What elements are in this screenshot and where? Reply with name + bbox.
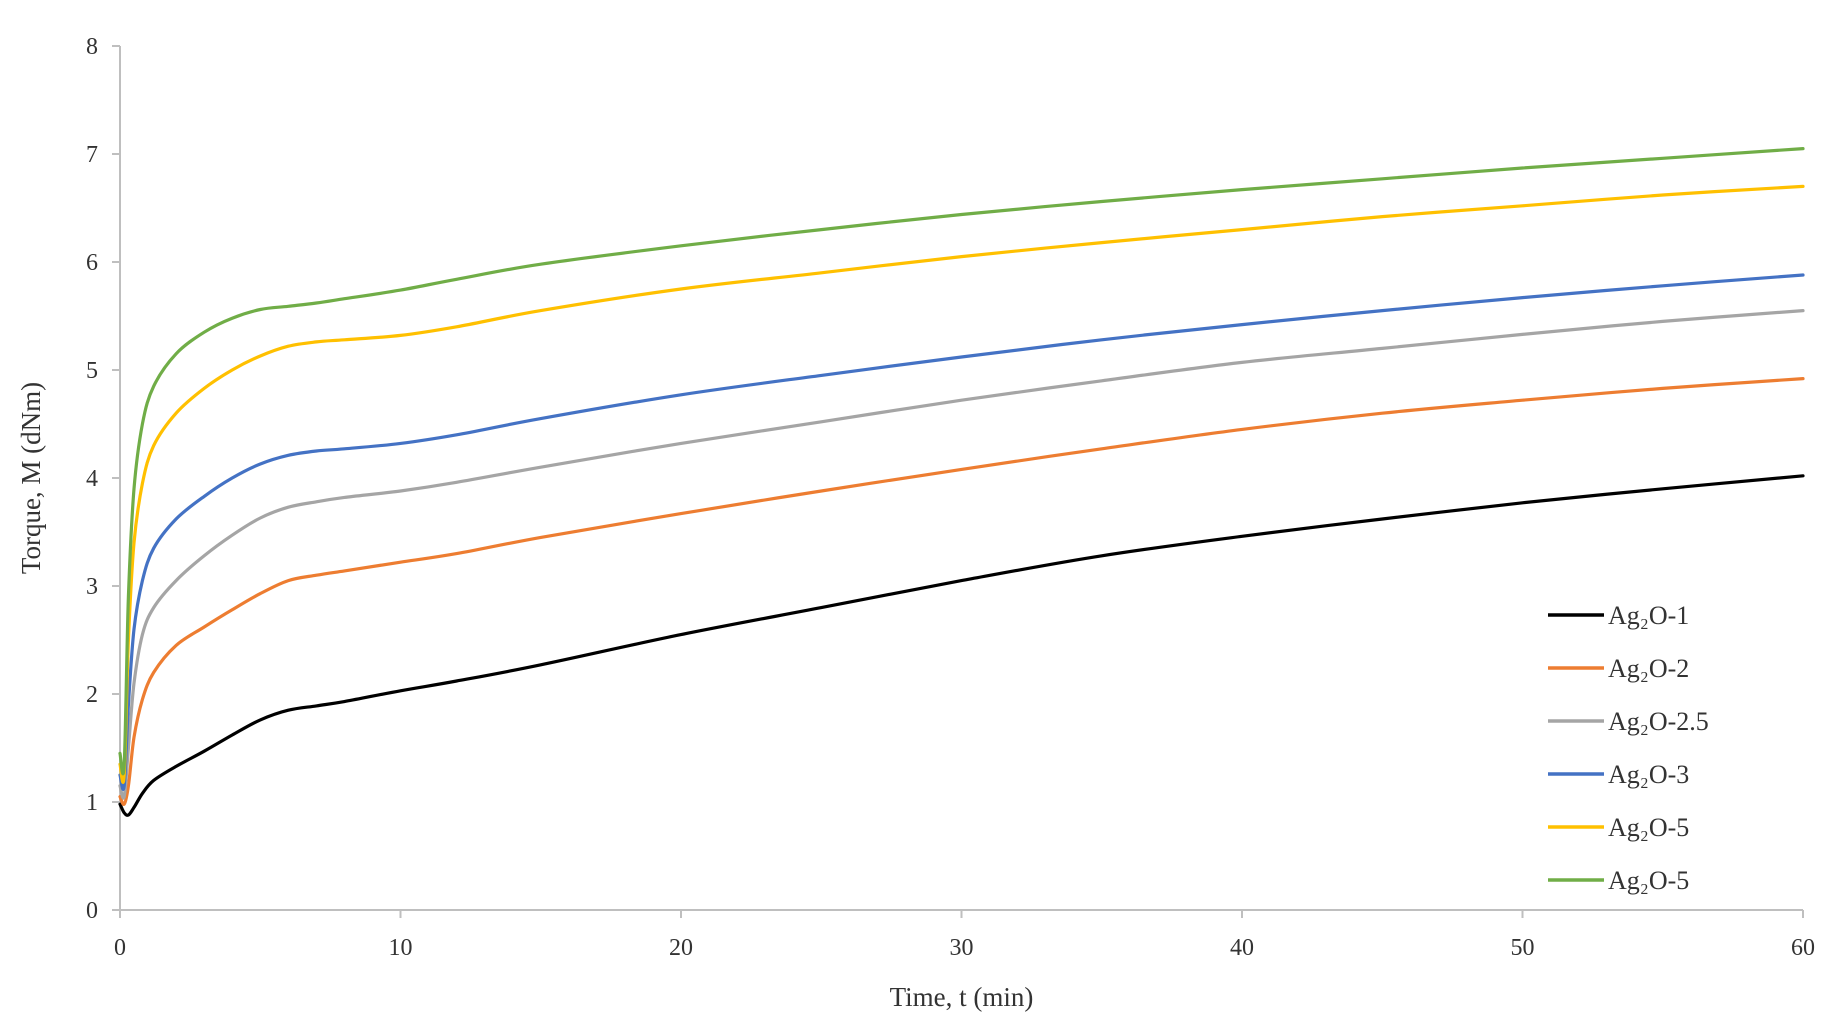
y-tick-label: 8	[86, 34, 98, 60]
legend: Ag₂O-1 Ag₂O-2 Ag₂O-2.5 Ag₂O-3 Ag₂O-5 Ag₂O-5	[1548, 601, 1709, 895]
series-line-2	[118, 377, 1805, 807]
x-axis-title: Time, t (min)	[890, 982, 1034, 1012]
series-layer	[118, 147, 1805, 817]
y-axis-title: Torque, M (dNm)	[16, 382, 46, 574]
series-line-3	[118, 309, 1805, 800]
series-line-1	[118, 474, 1805, 817]
legend-label-6: Ag₂O-5	[1608, 866, 1689, 895]
x-tick-label: 60	[1791, 935, 1815, 961]
y-tick-label: 2	[86, 682, 98, 708]
legend-label-4: Ag₂O-3	[1608, 760, 1689, 789]
x-tick-label: 20	[669, 935, 693, 961]
axes-layer	[119, 46, 1803, 911]
y-tick-label: 5	[86, 358, 98, 384]
x-tick-label: 30	[950, 935, 974, 961]
y-tick-label: 4	[86, 466, 98, 492]
legend-label-3: Ag₂O-2.5	[1608, 707, 1709, 736]
ticks-layer: 0 1 2 3 4 5 6 7 8 0 10 20 30 40 50 60	[86, 34, 1815, 961]
series-line-5	[118, 184, 1805, 784]
y-tick-label: 1	[86, 790, 98, 816]
legend-label-2: Ag₂O-2	[1608, 654, 1689, 683]
y-tick-label: 7	[86, 142, 98, 168]
legend-label-1: Ag₂O-1	[1608, 601, 1689, 630]
x-tick-label: 40	[1230, 935, 1254, 961]
x-tick-label: 10	[389, 935, 413, 961]
y-tick-label: 3	[86, 574, 98, 600]
series-line-4	[118, 273, 1805, 791]
y-tick-label: 0	[86, 898, 98, 924]
legend-label-5: Ag₂O-5	[1608, 813, 1689, 842]
y-tick-label: 6	[86, 250, 98, 276]
x-tick-label: 50	[1511, 935, 1535, 961]
series-line-6	[118, 147, 1805, 776]
x-tick-label: 0	[114, 935, 126, 961]
